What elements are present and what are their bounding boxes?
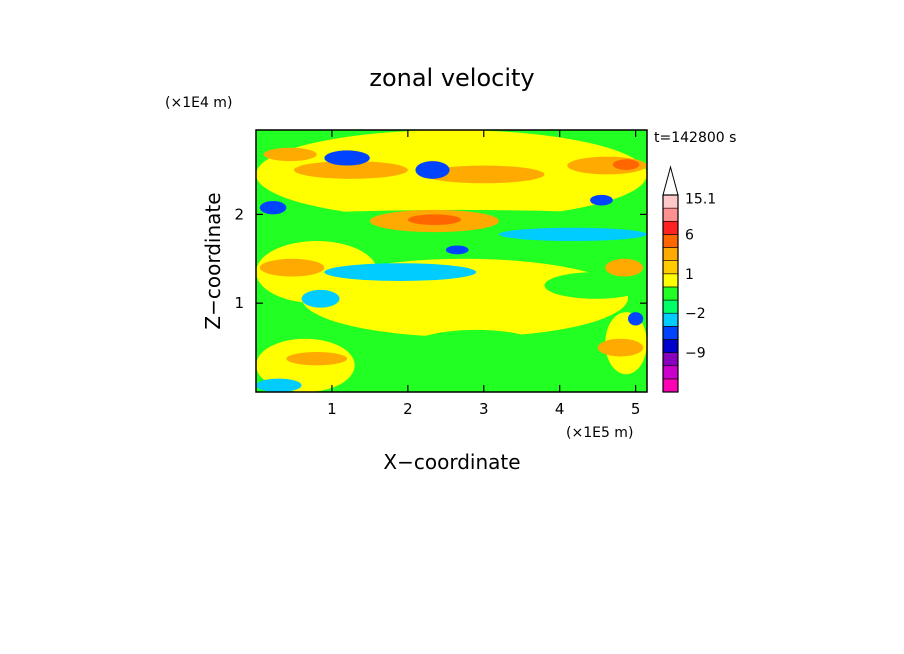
- x-tick-label-3: 3: [479, 400, 489, 418]
- x-tick-label-4: 4: [555, 400, 565, 418]
- colorbar-segment-2: [662, 352, 679, 367]
- chart-title: zonal velocity: [369, 64, 534, 92]
- colorbar-segment-5: [662, 312, 679, 327]
- contour-region-16: [259, 258, 325, 277]
- colorbar: 15.1 6 1 −2 −9: [662, 165, 716, 393]
- colorbar-segment-4: [662, 326, 679, 340]
- contour-region-20: [605, 258, 644, 277]
- y-axis-ticks: 12: [234, 205, 647, 312]
- contour-region-5: [324, 263, 477, 281]
- colorbar-segment-8: [662, 273, 679, 288]
- colorbar-segment-7: [662, 286, 679, 301]
- colorbar-label: −2: [685, 306, 706, 322]
- contour-plot-area: [256, 130, 647, 392]
- colorbar-label: 1: [685, 267, 694, 283]
- contour-region-23: [324, 150, 370, 166]
- x-axis-label: X−coordinate: [383, 450, 520, 474]
- contour-region-28: [628, 312, 644, 326]
- contour-region-8: [256, 378, 302, 392]
- colorbar-label: 6: [685, 227, 694, 243]
- contour-region-19: [597, 338, 644, 357]
- contour-region-11: [544, 272, 647, 299]
- contour-region-24: [415, 161, 450, 179]
- x-tick-label-2: 2: [403, 400, 413, 418]
- y-axis-label: Z−coordinate: [201, 192, 225, 329]
- contour-region-7: [301, 289, 340, 308]
- colorbar-label: 15.1: [685, 191, 716, 207]
- x-tick-label-1: 1: [327, 400, 337, 418]
- x-unit-label: (×1E5 m): [566, 425, 633, 441]
- colorbar-segment-3: [662, 339, 679, 353]
- contour-region-21: [612, 159, 640, 170]
- y-unit-label: (×1E4 m): [165, 95, 232, 111]
- contour-region-3: [256, 338, 355, 392]
- plot-frame: [255, 129, 648, 393]
- y-tick-label-1: 1: [234, 294, 244, 312]
- contour-region-27: [445, 245, 469, 255]
- contour-region-17: [263, 147, 317, 162]
- colorbar-segment-11: [662, 234, 679, 248]
- colorbar-segment-0: [662, 378, 679, 393]
- contour-region-18: [286, 352, 348, 366]
- contour-region-22: [407, 214, 461, 226]
- colorbar-segment-13: [662, 207, 679, 222]
- colorbar-segment-9: [662, 260, 679, 275]
- colorbar-segment-1: [662, 365, 679, 380]
- colorbar-segment-10: [662, 247, 679, 261]
- colorbar-segment-6: [662, 299, 679, 314]
- colorbar-label: −9: [685, 346, 706, 362]
- contour-region-6: [498, 227, 647, 242]
- x-axis-ticks: 1 2 3 4 5: [327, 130, 640, 418]
- contour-region-9: [392, 329, 560, 388]
- contour-region-13: [423, 165, 545, 184]
- y-tick-label-2: 2: [234, 205, 244, 223]
- colorbar-segment-12: [662, 220, 679, 235]
- x-tick-label-5: 5: [631, 400, 641, 418]
- time-label: t=142800 s: [654, 130, 736, 146]
- colorbar-frame: [662, 194, 679, 393]
- contour-region-12: [293, 161, 408, 179]
- contour-region-25: [259, 201, 287, 215]
- colorbar-extend-triangle: [662, 165, 679, 196]
- colorbar-segment-14: [662, 194, 679, 209]
- contour-region-26: [590, 194, 613, 206]
